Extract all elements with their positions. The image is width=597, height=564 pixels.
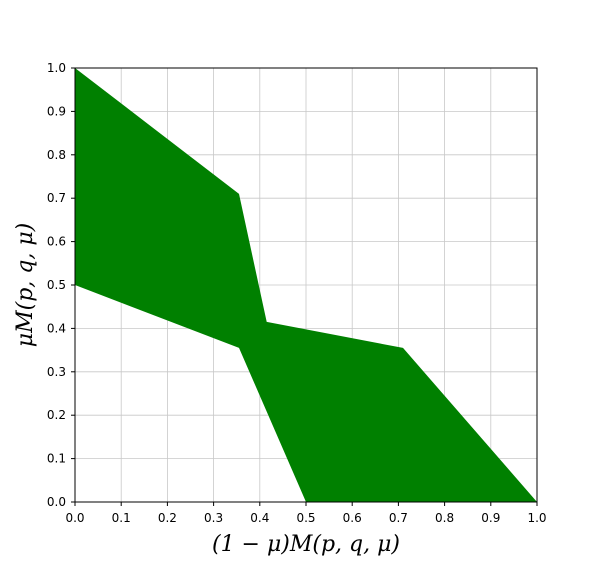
y-tick-label: 0.7 (47, 191, 66, 205)
y-tick-label: 1.0 (47, 61, 66, 75)
x-tick-label: 0.2 (158, 511, 177, 525)
x-axis-ticks: 0.0 0.1 0.2 0.3 0.4 0.5 0.6 0.7 0.8 0.9 1.0 (65, 502, 547, 525)
x-tick-label: 0.4 (250, 511, 269, 525)
x-axis-label: (1 − μ)M(p, q, μ) (212, 532, 400, 557)
y-tick-label: 0.9 (47, 104, 66, 118)
x-tick-label: 0.5 (296, 511, 315, 525)
x-tick-label: 0.8 (435, 511, 454, 525)
x-tick-label: 0.9 (481, 511, 500, 525)
x-tick-label: 1.0 (527, 511, 546, 525)
y-tick-label: 0.5 (47, 278, 66, 292)
x-tick-label: 0.6 (343, 511, 362, 525)
y-tick-label: 0.1 (47, 452, 66, 466)
y-axis-label: μM(p, q, μ) (13, 223, 38, 347)
x-tick-label: 0.3 (204, 511, 223, 525)
plot-area (75, 68, 537, 502)
y-tick-label: 0.3 (47, 365, 66, 379)
y-tick-label: 0.6 (47, 235, 66, 249)
x-tick-label: 0.7 (389, 511, 408, 525)
y-tick-label: 0.0 (47, 495, 66, 509)
y-axis-ticks: 0.0 0.1 0.2 0.3 0.4 0.5 0.6 0.7 0.8 0.9 1.0 (47, 61, 75, 509)
y-tick-label: 0.8 (47, 148, 66, 162)
y-tick-label: 0.4 (47, 321, 66, 335)
x-tick-label: 0.0 (65, 511, 84, 525)
shaded-region (75, 68, 537, 502)
y-tick-label: 0.2 (47, 408, 66, 422)
x-tick-label: 0.1 (112, 511, 131, 525)
